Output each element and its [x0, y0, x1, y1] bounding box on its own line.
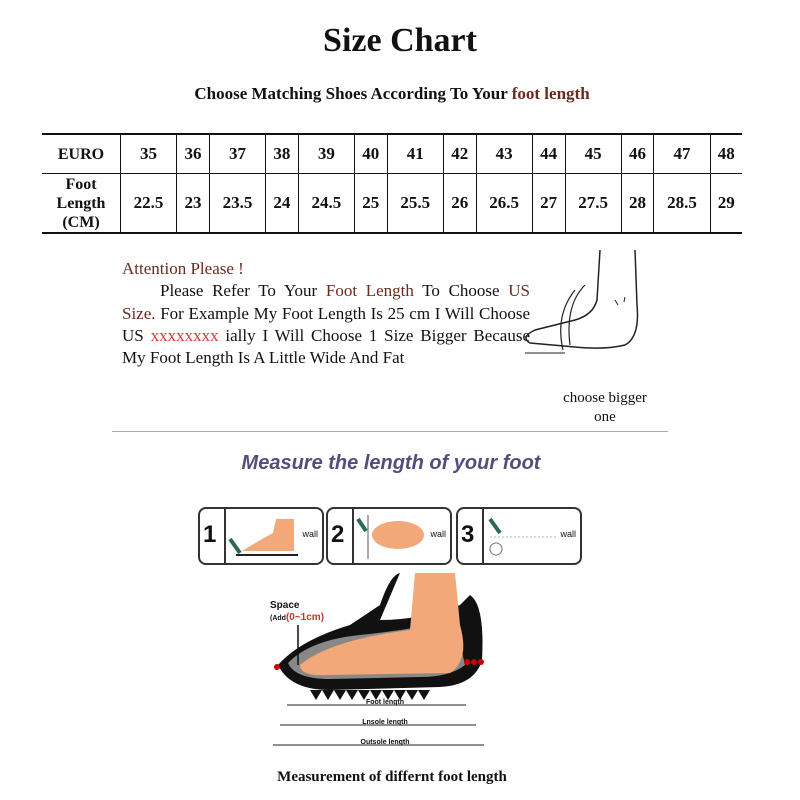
- add-text: (Add: [270, 615, 286, 622]
- wall-label: wall: [560, 529, 576, 539]
- foot-length-cell: 27.5: [564, 173, 622, 233]
- note-text: Please Refer To Your: [160, 281, 326, 301]
- foot-top-icon: [356, 515, 424, 559]
- subtitle-text: Choose Matching Shoes According To Your: [194, 84, 512, 103]
- foot-length-row: Foot Length (CM) 22.5 23 23.5 24 24.5 25 25.5 2…: [42, 173, 742, 233]
- choose-bigger-label: choose bigger one: [563, 390, 647, 425]
- foot-sketch-illustration: [525, 249, 639, 354]
- note-highlight: Foot Length: [325, 281, 414, 301]
- note-text: To Choose: [413, 281, 509, 301]
- size-table: EURO 35 36 37 38 39 40 41 42 43 44 45 46 47 48 Foot L…: [42, 133, 742, 234]
- euro-size-cell: 36: [176, 134, 210, 174]
- note-text: For Example My Foot Length Is 25 cm I Wi…: [122, 303, 530, 345]
- step-2-panel: 2 wall: [326, 507, 452, 565]
- wall-label: wall: [430, 529, 446, 539]
- step-3-panel: 3 wall: [456, 507, 582, 565]
- euro-size-cell: 48: [709, 134, 742, 174]
- divider: [112, 431, 668, 432]
- euro-size-cell: 37: [208, 134, 266, 174]
- euro-size-cell: 45: [564, 134, 622, 174]
- euro-size-cell: 40: [353, 134, 388, 174]
- page-title: Size Chart: [323, 22, 477, 59]
- outsole-length-label: Outsole length: [360, 739, 410, 746]
- foot-length-cell: 29: [709, 173, 742, 233]
- euro-size-cell: 44: [531, 134, 566, 174]
- step-1-panel: 1 wall: [198, 507, 324, 565]
- foot-length-cell: 24: [264, 173, 299, 233]
- foot-length-cell: 27: [531, 173, 566, 233]
- wall-label: wall: [302, 529, 318, 539]
- euro-size-cell: 35: [119, 134, 178, 174]
- foot-side-icon: [228, 519, 298, 556]
- foot-length-cell: 28: [620, 173, 655, 233]
- foot-length-cell: 22.5: [119, 173, 178, 233]
- foot-length-cell: 23: [176, 173, 210, 233]
- space-label: Space: [270, 600, 300, 611]
- step-number: 3: [461, 521, 475, 548]
- note-body: Please Refer To Your Foot Length To Choo…: [122, 280, 530, 369]
- euro-size-cell: 43: [475, 134, 533, 174]
- euro-size-cell: 42: [442, 134, 477, 174]
- euro-size-cell: 47: [653, 134, 711, 174]
- foot-length-cell: 25: [353, 173, 388, 233]
- subtitle: Choose Matching Shoes According To Your …: [0, 84, 784, 104]
- foot-length-cell: 28.5: [653, 173, 711, 233]
- insole-length-label: Lnsole length: [362, 719, 408, 726]
- euro-size-cell: 38: [264, 134, 299, 174]
- foot-length-cell: 25.5: [386, 173, 444, 233]
- note-highlight: US Size.: [122, 281, 530, 323]
- note-heading: Attention Please !: [122, 259, 244, 278]
- row-header-foot-length: Foot Length (CM): [42, 173, 121, 233]
- euro-size-cell: 46: [620, 134, 655, 174]
- note-redacted: xxxxxxxx: [150, 325, 219, 345]
- attention-note: Attention Please ! Please Refer To Your …: [122, 258, 530, 369]
- subtitle-highlight: foot length: [511, 84, 590, 103]
- foot-length-cell: 26: [442, 173, 477, 233]
- euro-size-cell: 39: [297, 134, 355, 174]
- euro-row: EURO 35 36 37 38 39 40 41 42 43 44 45 46 47 48: [42, 134, 742, 174]
- step-number: 1: [203, 521, 217, 548]
- ruler-measure-icon: [488, 517, 556, 556]
- foot-length-cell: 26.5: [475, 173, 533, 233]
- row-header-euro: EURO: [42, 134, 121, 174]
- space-add-label: (Add(0~1cm): [270, 612, 324, 623]
- note-text: ially I Will Choose 1 Size Bigger Becaus…: [122, 325, 531, 368]
- foot-length-cell: 23.5: [208, 173, 266, 233]
- foot-length-cell: 24.5: [297, 173, 355, 233]
- euro-size-cell: 41: [386, 134, 444, 174]
- foot-length-label: Foot length: [365, 699, 405, 706]
- add-range: (0~1cm): [285, 612, 325, 623]
- shoe-cross-section-diagram: [273, 573, 484, 746]
- diagram-caption: Measurement of differnt foot length: [277, 769, 507, 785]
- measure-heading: Measure the length of your foot: [241, 452, 541, 474]
- step-number: 2: [331, 521, 345, 548]
